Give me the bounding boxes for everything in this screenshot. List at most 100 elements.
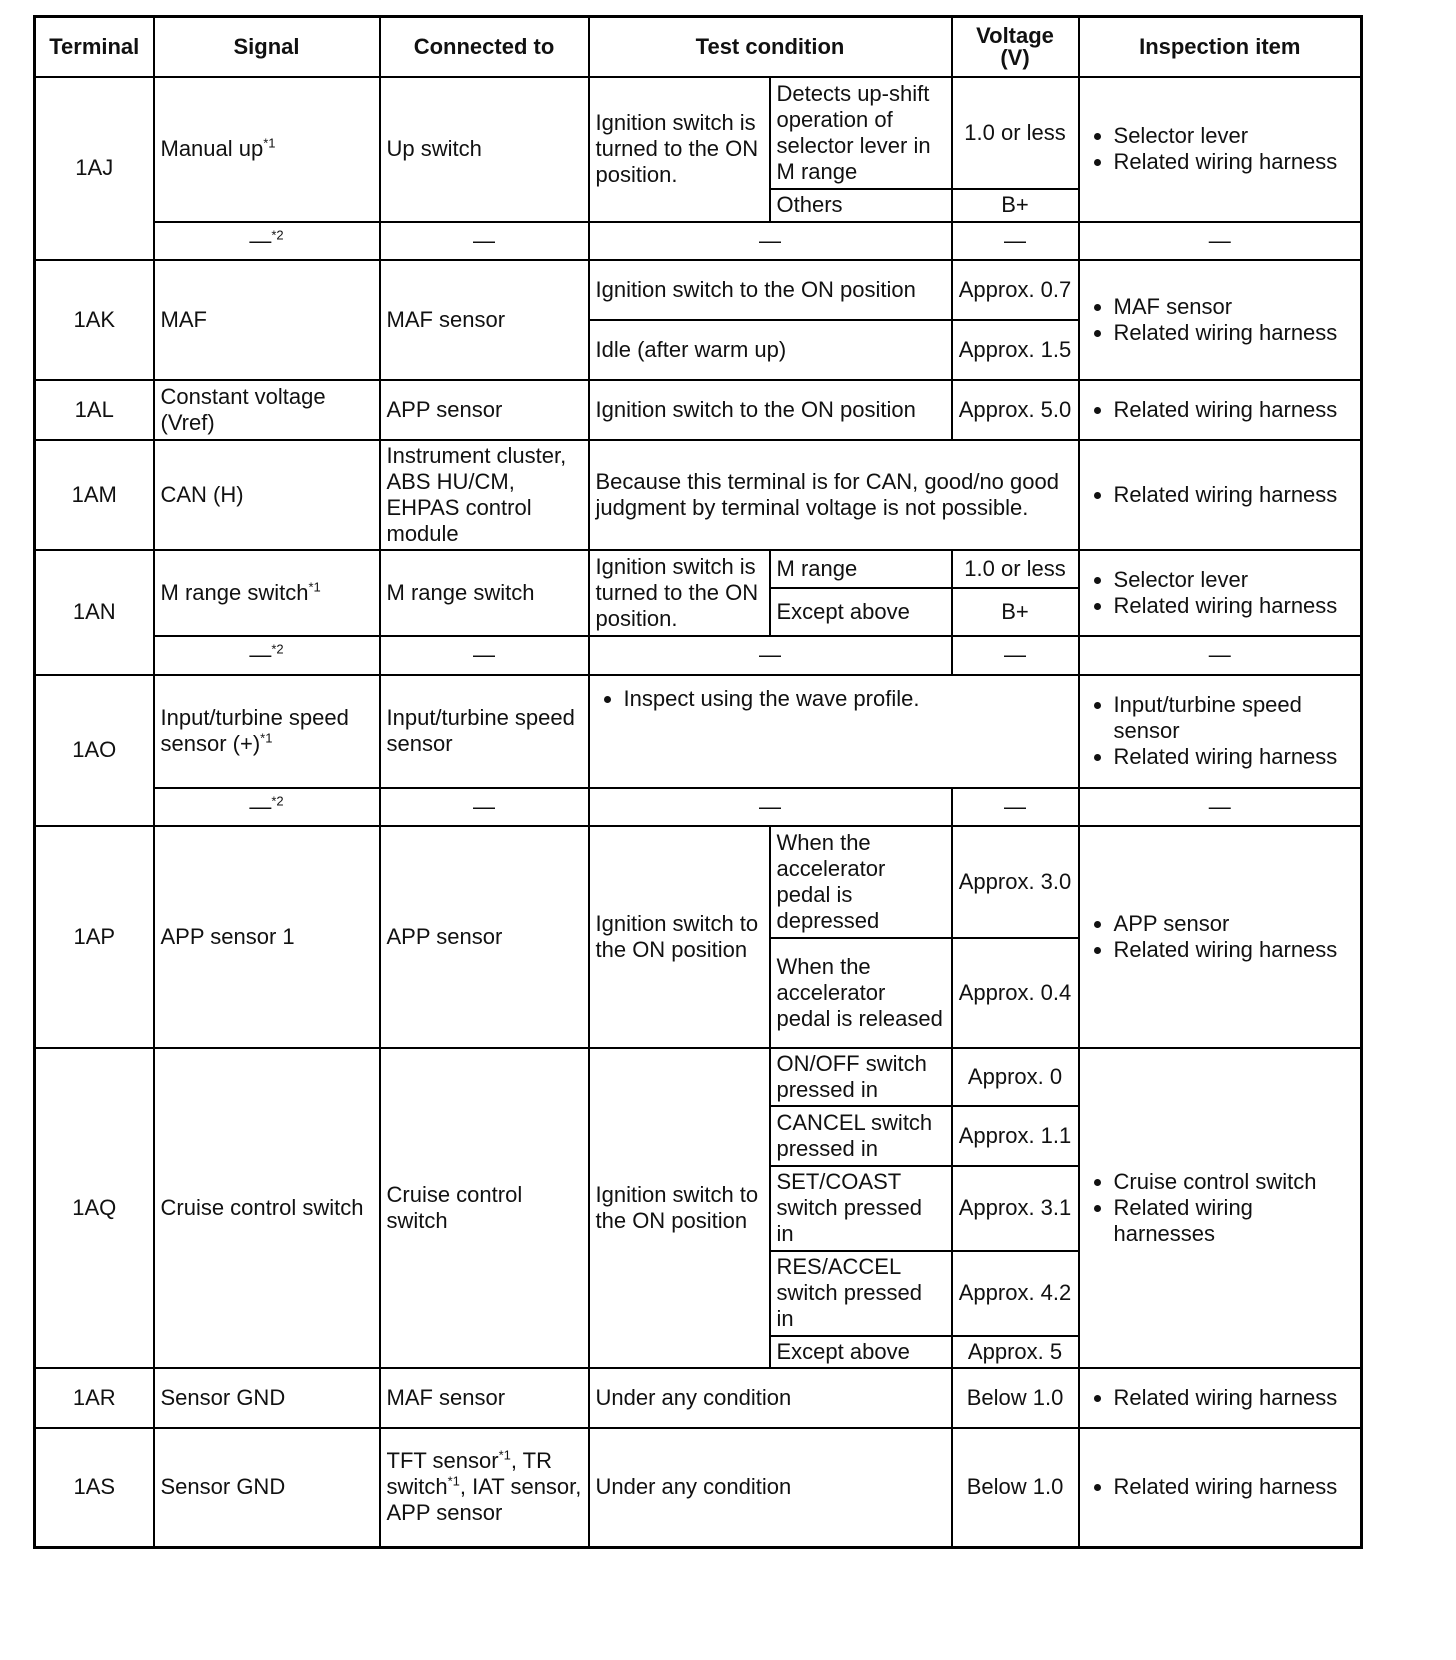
table-row: Except above Approx. 5 <box>35 1334 1362 1369</box>
table-row: SET/COAST switch pressed in Approx. 3.1 <box>35 1164 1362 1252</box>
inspection: Related wiring harness <box>1077 378 1363 441</box>
terminal: 1AS <box>33 1426 155 1549</box>
condition: Ignition switch is turned to the ON posi… <box>587 548 771 637</box>
inspection: Related wiring harness <box>1077 1426 1363 1549</box>
condition: — <box>587 220 953 261</box>
signal: M range switch*1 <box>152 548 381 637</box>
footnote: *1 <box>260 730 273 746</box>
table-row: Idle (after warm up) Approx. 1.5 <box>35 318 1362 381</box>
header-connected: Connected to <box>378 15 590 78</box>
table-row: —*2 — — — — <box>35 220 1363 261</box>
connected: — <box>378 634 590 676</box>
voltage: Below 1.0 <box>950 1426 1080 1549</box>
voltage: B+ <box>950 187 1080 223</box>
footnote: *1 <box>447 1473 460 1489</box>
voltage: Approx. 5.0 <box>950 378 1080 441</box>
table-row: 1AJ Manual up*1 Up switch Ignition switc… <box>33 75 1363 261</box>
table-row: —*2 — — — — <box>35 634 1363 676</box>
inspection-item: Related wiring harnesses <box>1114 1195 1355 1247</box>
connected-text: , IAT sensor, APP sensor <box>386 1474 582 1526</box>
connected: TFT sensor*1, TR switch*1, IAT sensor, A… <box>378 1426 590 1549</box>
signal: Sensor GND <box>152 1366 381 1429</box>
footnote: *1 <box>498 1447 511 1463</box>
signal: APP sensor 1 <box>152 824 381 1049</box>
inspection-item: Related wiring harness <box>1114 1385 1355 1411</box>
signal: —*2 <box>152 634 381 676</box>
terminal: 1AO <box>33 673 155 827</box>
condition: Because this terminal is for CAN, good/n… <box>587 438 1080 551</box>
footnote: *2 <box>271 641 284 657</box>
connected-text: , TR switch <box>386 1448 553 1500</box>
voltage: — <box>950 786 1080 827</box>
header-test: Test condition <box>587 15 953 78</box>
signal: —*2 <box>152 786 381 827</box>
table-row: 1AK MAF MAF sensor Ignition switch to th… <box>33 258 1363 381</box>
connected: Instrument cluster, ABS HU/CM, EHPAS con… <box>378 438 590 551</box>
dash: — <box>249 227 272 253</box>
header-signal: Signal <box>152 15 381 78</box>
table-row: When the accelerator pedal is released A… <box>35 936 1362 1049</box>
connected: MAF sensor <box>378 258 590 381</box>
sub-condition: When the accelerator pedal is released <box>768 936 953 1049</box>
inspection: — <box>1077 634 1363 676</box>
terminal: 1AK <box>33 258 155 381</box>
table-row: 1AL Constant voltage (Vref) APP sensor I… <box>33 378 1363 441</box>
sub-condition: CANCEL switch pressed in <box>768 1104 953 1167</box>
signal-text: M range switch <box>160 579 309 605</box>
inspection: Cruise control switchRelated wiring harn… <box>1077 1046 1363 1369</box>
voltage: B+ <box>950 586 1080 637</box>
voltage: Approx. 1.5 <box>950 318 1080 381</box>
condition: Ignition switch to the ON position <box>587 378 953 441</box>
condition: Idle (after warm up) <box>587 318 953 381</box>
voltage: — <box>950 220 1080 261</box>
terminal: 1AL <box>33 378 155 441</box>
connected: Input/turbine speed sensor <box>378 673 590 789</box>
voltage: 1.0 or less <box>950 75 1080 190</box>
table-row: 1AM CAN (H) Instrument cluster, ABS HU/C… <box>33 438 1363 551</box>
sub-condition: Others <box>768 187 953 223</box>
footnote: *2 <box>271 227 284 243</box>
signal: Constant voltage (Vref) <box>152 378 381 441</box>
voltage: Approx. 3.1 <box>950 1164 1080 1252</box>
sub-condition: When the accelerator pedal is depressed <box>768 824 953 939</box>
inspection-item: Input/turbine speed sensor <box>1114 692 1355 744</box>
inspection-item: Related wiring harness <box>1114 482 1355 508</box>
voltage: Approx. 0.4 <box>950 936 1080 1049</box>
table-row: 1AO Input/turbine speed sensor (+)*1 Inp… <box>33 673 1363 827</box>
inspection-item: Related wiring harness <box>1114 149 1355 175</box>
terminal: 1AP <box>33 824 155 1049</box>
header-voltage: Voltage (V) <box>950 15 1080 78</box>
inspection-item: Related wiring harness <box>1114 593 1355 619</box>
footnote: *1 <box>263 135 276 151</box>
table-row: RES/ACCEL switch pressed in Approx. 4.2 <box>35 1249 1362 1337</box>
connected: Cruise control switch <box>378 1046 590 1369</box>
condition: Under any condition <box>587 1366 953 1429</box>
sub-condition: Except above <box>768 1334 953 1369</box>
table-row: Except above B+ <box>35 586 1362 637</box>
inspection-item: APP sensor <box>1114 911 1355 937</box>
condition-item: Inspect using the wave profile. <box>624 686 1072 712</box>
connected: MAF sensor <box>378 1366 590 1429</box>
signal: Sensor GND <box>152 1426 381 1549</box>
condition: Ignition switch to the ON position <box>587 258 953 321</box>
table-row: 1AR Sensor GND MAF sensor Under any cond… <box>33 1366 1363 1429</box>
inspection-item: Related wiring harness <box>1114 397 1355 423</box>
connected: — <box>378 220 590 261</box>
table-row: 1AP APP sensor 1 APP sensor Ignition swi… <box>33 824 1363 1049</box>
inspection: — <box>1077 220 1363 261</box>
condition: Ignition switch to the ON position <box>587 824 771 1049</box>
dash: — <box>249 642 272 667</box>
voltage: 1.0 or less <box>950 548 1080 589</box>
inspection-item: Related wiring harness <box>1114 937 1355 963</box>
connected: Up switch <box>378 75 590 223</box>
voltage: Approx. 5 <box>950 1334 1080 1369</box>
dash: — <box>249 793 272 819</box>
inspection: Input/turbine speed sensorRelated wiring… <box>1077 673 1363 789</box>
condition: Ignition switch to the ON position <box>587 1046 771 1369</box>
signal-text: Input/turbine speed sensor (+) <box>160 705 349 756</box>
signal: CAN (H) <box>152 438 381 551</box>
voltage: Approx. 0.7 <box>950 258 1080 321</box>
terminal: 1AN <box>33 548 155 676</box>
voltage: Approx. 4.2 <box>950 1249 1080 1337</box>
inspection: — <box>1077 786 1363 827</box>
